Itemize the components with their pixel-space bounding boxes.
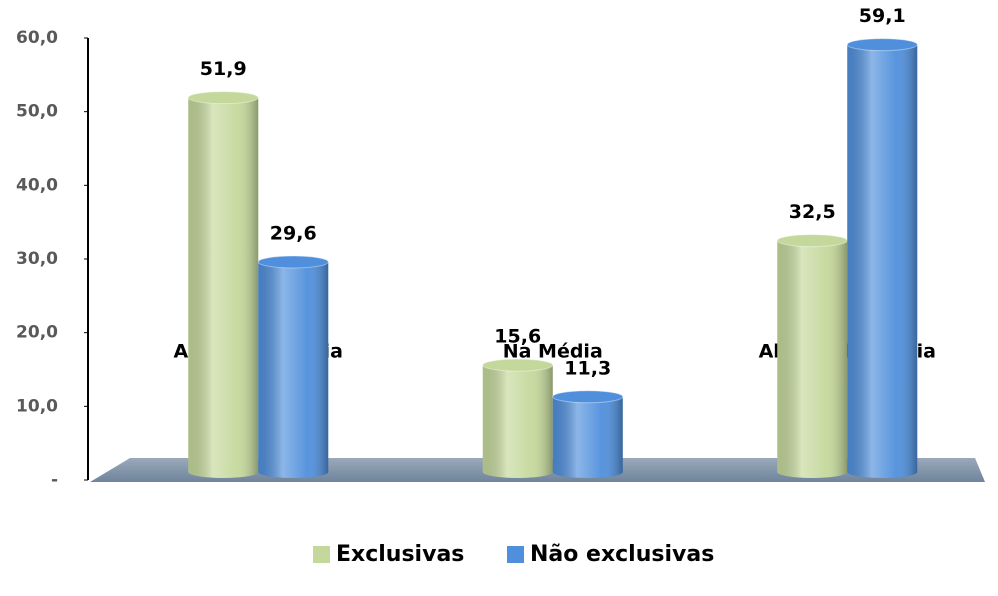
bar-shade xyxy=(777,240,848,472)
data-label: 11,3 xyxy=(564,357,611,379)
legend-swatch xyxy=(507,546,524,563)
y-tick-label: 20,0 xyxy=(16,323,58,343)
y-tick-label: - xyxy=(51,470,58,490)
bar-top xyxy=(187,91,259,105)
bar-top xyxy=(552,390,624,404)
bar-base-shade xyxy=(777,466,848,478)
data-label: 32,5 xyxy=(789,201,836,223)
y-tick-label: 30,0 xyxy=(16,249,58,269)
data-label: 29,6 xyxy=(270,222,317,244)
bar-top xyxy=(257,255,329,269)
x-tick-label: Na Média xyxy=(503,341,603,363)
y-tick-label: 40,0 xyxy=(16,175,58,195)
y-tick-label: 50,0 xyxy=(16,102,58,122)
bar-top xyxy=(776,234,848,248)
legend-label: Exclusivas xyxy=(336,542,464,567)
legend-swatch xyxy=(313,546,330,563)
bar-shade xyxy=(847,44,918,472)
bar-shade xyxy=(552,396,623,472)
y-tick-label: 10,0 xyxy=(16,396,58,416)
bar-base-shade xyxy=(482,466,553,478)
legend-label: Não exclusivas xyxy=(530,542,714,567)
y-tick-label: 60,0 xyxy=(16,28,58,48)
bar-base-shade xyxy=(552,466,623,478)
bar-base-shade xyxy=(847,466,918,478)
bar-top xyxy=(482,358,554,372)
bar-shade xyxy=(258,261,329,472)
data-label: 51,9 xyxy=(200,58,247,80)
data-label: 15,6 xyxy=(494,326,541,348)
bar-base-shade xyxy=(188,466,259,478)
bar-top xyxy=(846,38,918,52)
bar-shade xyxy=(188,97,259,473)
data-label: 59,1 xyxy=(859,5,906,27)
bar-shade xyxy=(482,365,553,472)
bar-base-shade xyxy=(258,466,329,478)
